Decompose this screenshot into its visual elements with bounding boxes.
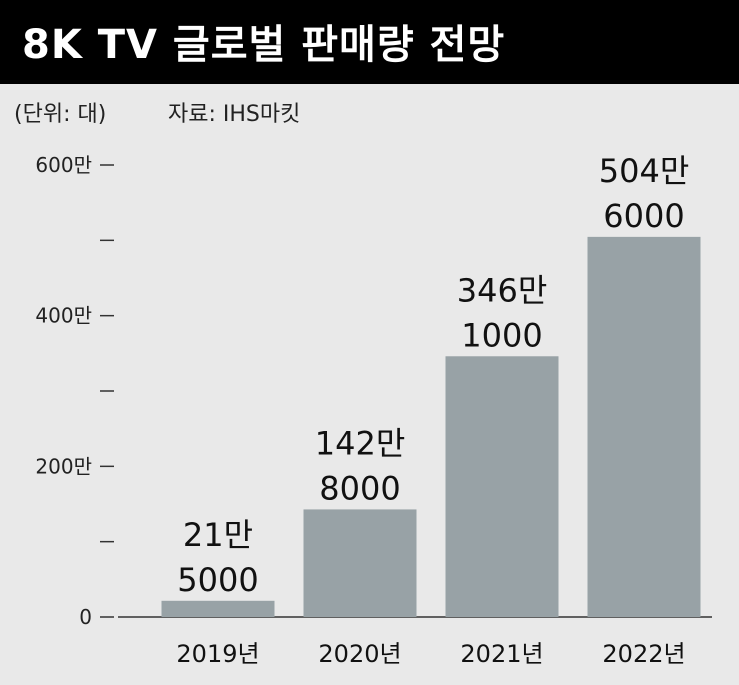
bar-value-label: 6000 xyxy=(603,197,684,235)
x-tick-label: 2019년 xyxy=(176,640,259,668)
bar-value-label: 1000 xyxy=(461,316,542,354)
x-tick-label: 2022년 xyxy=(602,640,685,668)
bar-value-label: 5000 xyxy=(177,561,258,599)
bar-value-label: 504만 xyxy=(599,152,690,190)
y-tick-label: 400만 xyxy=(35,304,92,328)
x-tick-label: 2020년 xyxy=(318,640,401,668)
bar-value-label: 346만 xyxy=(457,271,548,309)
bar-value-label: 142만 xyxy=(315,424,406,462)
bar xyxy=(587,236,701,618)
bar xyxy=(445,356,559,617)
chart-title: 8K TV 글로벌 판매량 전망 xyxy=(22,22,506,68)
y-tick-label: 0 xyxy=(79,605,92,629)
title-bar: 8K TV 글로벌 판매량 전망 xyxy=(0,0,739,84)
bar xyxy=(161,600,275,617)
y-tick-label: 600만 xyxy=(35,153,92,177)
bar xyxy=(303,509,417,617)
bar-value-label: 8000 xyxy=(319,469,400,507)
unit-note: (단위: 대) xyxy=(14,102,107,127)
bar-value-label: 21만 xyxy=(183,516,253,554)
y-tick-label: 200만 xyxy=(35,454,92,478)
source-note: 자료: IHS마킷 xyxy=(168,102,301,127)
x-tick-label: 2021년 xyxy=(460,640,543,668)
